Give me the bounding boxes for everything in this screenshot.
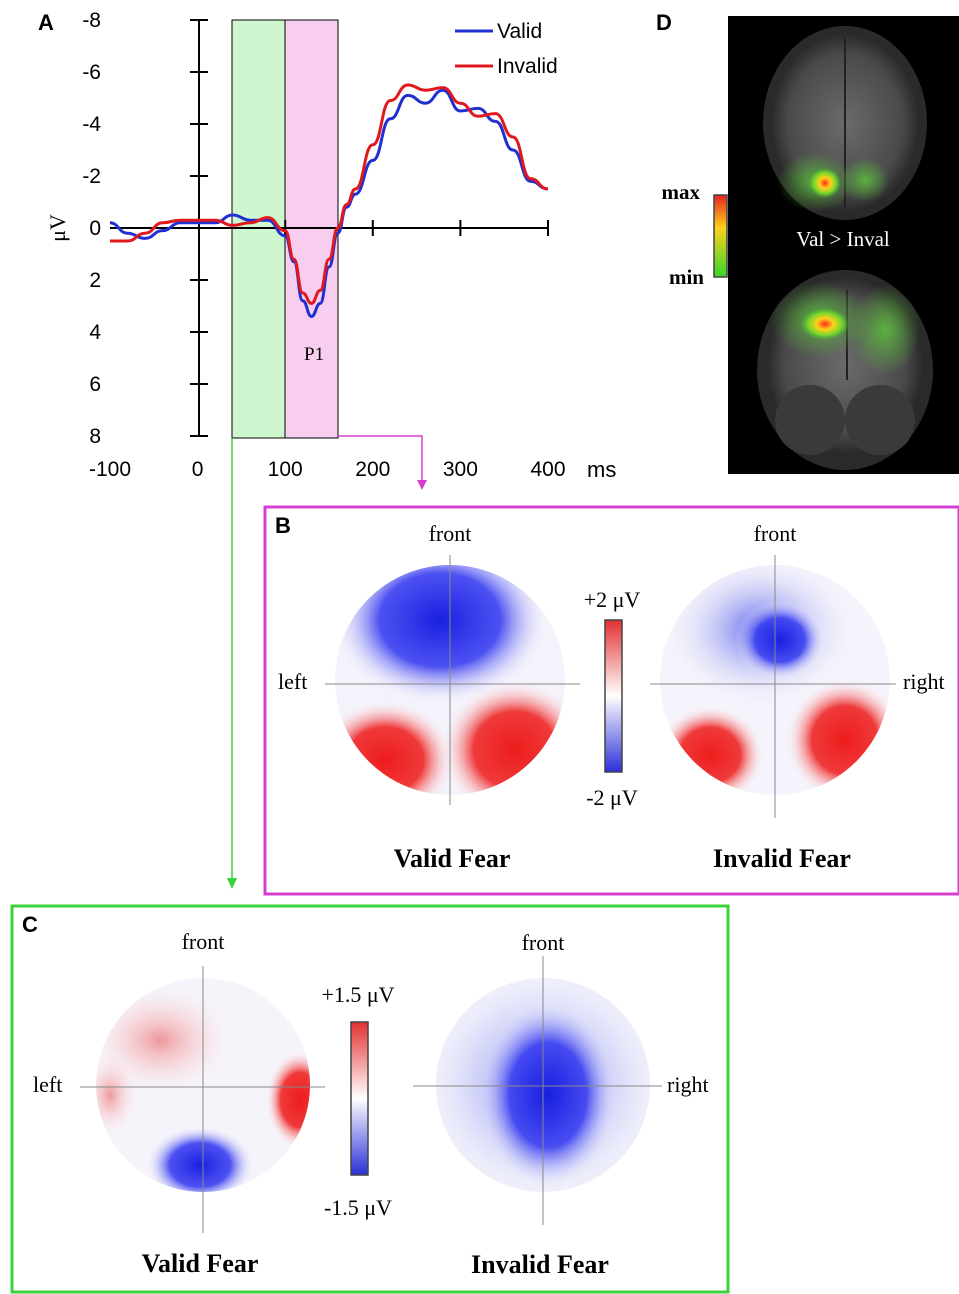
y-tick-label: 4	[89, 321, 101, 344]
x-tick-label: 200	[355, 458, 390, 481]
panel-d-contrast-label: Val > Inval	[796, 227, 890, 251]
arrow-to-panel-b	[338, 435, 423, 482]
panel-b-left-label: left	[278, 669, 307, 694]
y-tick-label: 8	[89, 425, 101, 448]
panel-c-scale-min: -1.5 μV	[324, 1195, 392, 1220]
x-tick-label: 0	[192, 458, 204, 481]
brain-axial-slice	[763, 26, 927, 220]
panel-c-scale-max: +1.5 μV	[321, 982, 394, 1007]
panel-b-valid-title: Valid Fear	[394, 844, 511, 873]
x-ticks: -100 0 100 200 300 400	[89, 220, 566, 481]
panel-c-frame	[10, 904, 730, 1294]
topomap-b-invalid	[660, 565, 890, 795]
panel-d-letter: D	[656, 10, 672, 35]
panel-d-colorbar	[713, 194, 728, 278]
panel-c-invalid-title: Invalid Fear	[471, 1250, 609, 1279]
panel-b-scale-min: -2 μV	[586, 785, 638, 810]
panel-b-invalid-title: Invalid Fear	[713, 844, 851, 873]
y-axis-label: μV	[45, 214, 70, 242]
y-tick-label: -4	[82, 113, 101, 136]
panel-c-valid-title: Valid Fear	[142, 1249, 259, 1278]
panel-c-right-label: right	[667, 1072, 709, 1097]
x-tick-label: -100	[89, 458, 131, 481]
panel-c-colorbar	[350, 1021, 369, 1176]
y-tick-label: 2	[89, 269, 101, 292]
series-invalid-line	[110, 83, 549, 305]
x-tick-label: 100	[268, 458, 303, 481]
panel-c-front-left: front	[182, 929, 225, 954]
y-ticks: -8 -6 -4 -2 0 2 4 6 8	[82, 9, 208, 448]
x-tick-label: 300	[443, 458, 478, 481]
x-axis-unit: ms	[587, 457, 616, 482]
panel-c-front-right: front	[522, 930, 565, 955]
panel-b-front-right: front	[754, 521, 797, 546]
topomap-b-valid	[335, 565, 565, 795]
panel-d-scale-min: min	[669, 265, 704, 289]
legend-invalid-label: Invalid	[497, 55, 558, 78]
panel-b-right-label: right	[903, 669, 945, 694]
brain-coronal-slice	[757, 270, 933, 470]
x-tick-label: 400	[530, 458, 565, 481]
p1-peak-label: P1	[304, 344, 324, 365]
panel-a-letter: A	[38, 10, 54, 35]
panel-b-colorbar	[604, 619, 623, 773]
panel-b-frame	[263, 505, 959, 896]
legend-valid-label: Valid	[497, 20, 542, 43]
panel-c-left-label: left	[33, 1072, 62, 1097]
y-tick-label: -6	[82, 61, 101, 84]
panel-b-front-left: front	[429, 521, 472, 546]
series-valid-line	[109, 88, 549, 318]
arrow-head-b	[417, 480, 427, 490]
arrow-head-c	[227, 878, 237, 889]
y-tick-label: -2	[82, 165, 101, 188]
panel-d-scale-max: max	[662, 180, 701, 204]
y-tick-label: -8	[82, 9, 101, 32]
y-tick-label: 0	[89, 217, 101, 240]
panel-c-letter: C	[22, 912, 38, 937]
panel-b-scale-max: +2 μV	[584, 587, 641, 612]
y-tick-label: 6	[89, 373, 101, 396]
panel-b-letter: B	[275, 513, 291, 538]
topomap-c-valid	[96, 978, 310, 1192]
